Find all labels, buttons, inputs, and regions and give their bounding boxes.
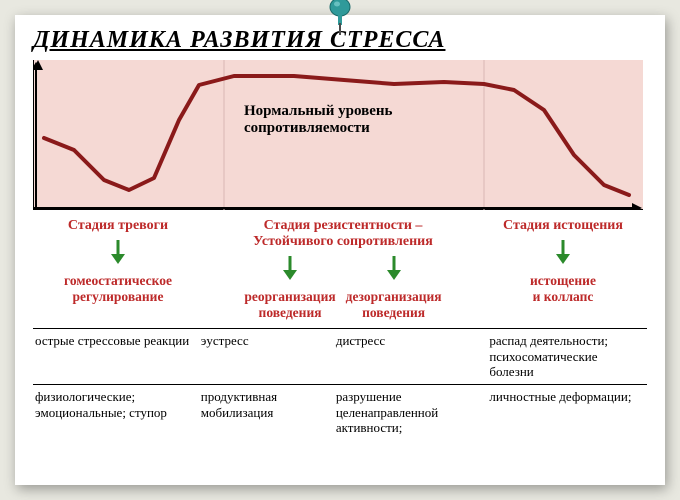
- down-arrow-icon: [280, 254, 300, 280]
- info-card: ДИНАМИКА РАЗВИТИЯ СТРЕССА Нормальный уро…: [15, 15, 665, 485]
- stages-row: Стадия тревоги гомеостатическоерегулиров…: [33, 218, 647, 320]
- down-arrow-icon: [384, 254, 404, 280]
- stage-column-2: Стадия истощения истощениеи коллапс: [483, 218, 643, 320]
- down-arrow-icon: [553, 238, 573, 264]
- table-cell: распад деятельности; психосоматические б…: [487, 329, 647, 385]
- table-cell: продуктивная мобилизация: [199, 385, 334, 440]
- down-arrow-icon: [108, 238, 128, 264]
- chart-label-line1: Нормальный уровень: [244, 103, 392, 120]
- table-row: физиологические; эмоциональные; ступорпр…: [33, 385, 647, 440]
- stage-column-1: Стадия резистентности –Устойчивого сопро…: [203, 218, 483, 320]
- stage-label: Стадия истощения: [503, 218, 623, 234]
- stage-sublabel: истощениеи коллапс: [530, 273, 596, 304]
- table-cell: разрушение целенаправленной активности;: [334, 385, 488, 440]
- chart-annotation: Нормальный уровеньсопротивляемости: [244, 103, 392, 138]
- table-cell: эустресс: [199, 329, 334, 385]
- chart-label-line2: сопротивляемости: [244, 120, 392, 137]
- table-cell: личностные деформации;: [487, 385, 647, 440]
- pushpin: [322, 0, 358, 40]
- table-cell: физиологические; эмоциональные; ступор: [33, 385, 199, 440]
- stage-sublabel: дезорганизацияповедения: [346, 289, 442, 320]
- stress-table: острые стрессовые реакцииэустрессдистрес…: [33, 328, 647, 440]
- stage-column-0: Стадия тревоги гомеостатическоерегулиров…: [33, 218, 203, 320]
- table-cell: острые стрессовые реакции: [33, 329, 199, 385]
- stage-label: Стадия резистентности –Устойчивого сопро…: [253, 218, 433, 250]
- stage-sublabel-pair: реорганизацияповедения дезорганизацияпов…: [244, 250, 441, 320]
- table-cell: дистресс: [334, 329, 488, 385]
- stage-sublabel: гомеостатическоерегулирование: [64, 273, 172, 304]
- stress-curve-chart: Нормальный уровеньсопротивляемости: [33, 60, 643, 210]
- stage-label: Стадия тревоги: [68, 218, 168, 234]
- table-row: острые стрессовые реакцииэустрессдистрес…: [33, 329, 647, 385]
- stage-sublabel: реорганизацияповедения: [244, 289, 335, 320]
